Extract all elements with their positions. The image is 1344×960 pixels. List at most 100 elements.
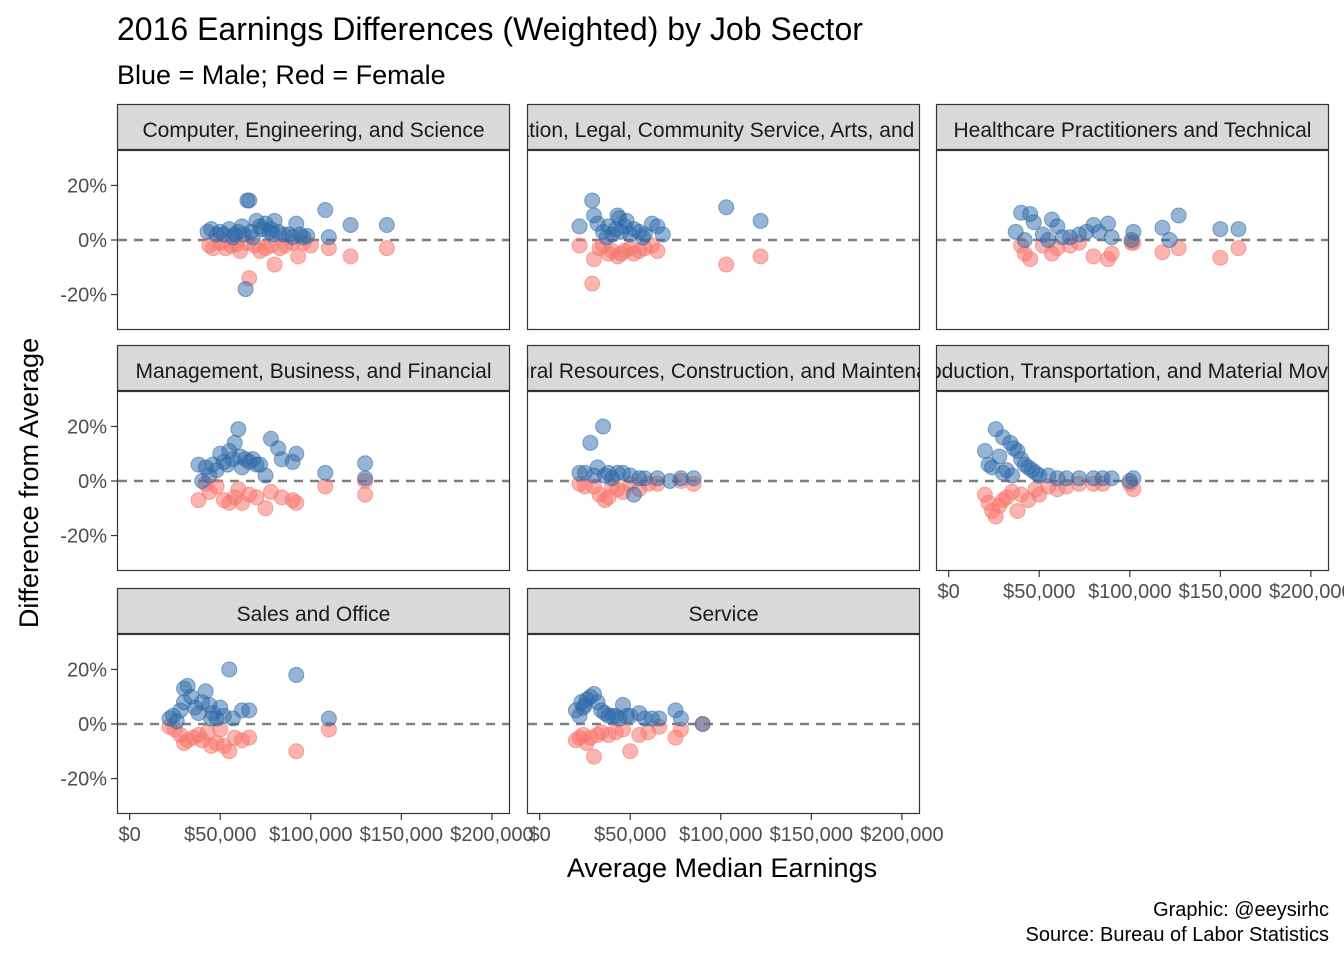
male-point [237, 281, 254, 298]
male-point [1125, 470, 1142, 487]
facet-panel: Natural Resources, Construction, and Mai… [526, 344, 921, 572]
facet-points [571, 192, 769, 292]
male-point [262, 221, 279, 238]
male-point [718, 199, 735, 216]
x-tick-label: $50,000 [594, 824, 666, 846]
x-tick-label: $200,000 [450, 824, 533, 846]
male-point [595, 418, 612, 435]
x-tick-label: $0 [119, 824, 141, 846]
female-point [248, 489, 265, 506]
male-point [1103, 470, 1120, 487]
male-point [625, 486, 642, 503]
male-point [1016, 232, 1033, 248]
female-point [1230, 240, 1247, 257]
female-point [288, 743, 305, 760]
male-point [672, 710, 689, 727]
facet-panel: Production, Transportation, and Material… [935, 344, 1344, 603]
female-point [190, 492, 207, 509]
chart-title: 2016 Earnings Differences (Weighted) by … [117, 11, 863, 47]
x-tick-label: $100,000 [1088, 581, 1171, 603]
female-point [378, 240, 395, 257]
facet-panel: Management, Business, and Financial -20% 0… [60, 344, 511, 572]
x-axis-title: Average Median Earnings [567, 853, 877, 883]
x-tick-label: $100,000 [679, 824, 762, 846]
y-axis-title: Difference from Average [14, 338, 44, 628]
male-point [1212, 221, 1229, 238]
male-point [1071, 470, 1088, 487]
male-point [320, 710, 337, 727]
female-point [1154, 244, 1171, 261]
caption-source: Source: Bureau of Labor Statistics [1026, 924, 1330, 946]
male-point [176, 680, 193, 697]
female-point [257, 500, 274, 517]
male-point [651, 710, 668, 727]
male-point [197, 683, 214, 700]
facet-strip-label: Computer, Engineering, and Science [142, 119, 484, 142]
female-point [752, 248, 769, 265]
facet-panel: Education, Legal, Community Service, Art… [526, 103, 921, 331]
x-tick-label: $0 [529, 824, 551, 846]
y-tick-label: -20% [60, 526, 107, 548]
caption-graphic: Graphic: @eeysirhc [1153, 899, 1329, 921]
female-point [288, 494, 305, 511]
female-point [241, 729, 258, 746]
x-tick-label: $0 [938, 581, 960, 603]
y-tick-label: -20% [60, 769, 107, 791]
female-point [1022, 251, 1039, 268]
male-point [203, 710, 220, 727]
male-point [317, 202, 334, 218]
male-point [342, 217, 359, 233]
facet-strip-label: Healthcare Practitioners and Technical [954, 119, 1312, 142]
facet-points [161, 661, 337, 760]
male-point [1154, 219, 1171, 236]
male-point [241, 192, 258, 209]
female-point [342, 248, 359, 265]
y-tick-label: 0% [78, 714, 107, 736]
facet-strip [526, 587, 921, 635]
x-tick-label: $200,000 [860, 824, 943, 846]
male-point [571, 218, 588, 235]
facet-points [199, 192, 395, 298]
male-point [378, 217, 395, 233]
facet-strip [526, 103, 921, 151]
male-point [221, 661, 238, 678]
female-point [1085, 248, 1102, 265]
female-point [718, 256, 735, 273]
male-point [1161, 232, 1178, 248]
facet-strip [935, 103, 1330, 151]
y-tick-label: 0% [78, 230, 107, 252]
male-point [241, 702, 258, 719]
facet-points [567, 686, 711, 765]
y-tick-label: 0% [78, 471, 107, 493]
male-point [584, 192, 601, 209]
facet-strip [526, 344, 921, 392]
male-point [357, 455, 374, 472]
x-tick-label: $50,000 [1003, 581, 1075, 603]
male-point [991, 448, 1008, 465]
y-tick-label: -20% [60, 285, 107, 307]
female-point [1009, 503, 1026, 519]
facet-panel: Computer, Engineering, and Science -20% 0%… [60, 103, 511, 331]
male-point [1125, 223, 1142, 240]
male-point [582, 434, 599, 451]
male-point [1100, 215, 1117, 232]
y-tick-label: 20% [67, 659, 107, 681]
facet-panel: Healthcare Practitioners and Technical [935, 103, 1330, 331]
female-point [1103, 245, 1120, 262]
male-point [752, 212, 769, 229]
male-point [226, 434, 243, 451]
facet-panel: Sales and Office -20% 0% 20% $0 $50,000 $100,0… [60, 587, 534, 846]
x-tick-label: $150,000 [360, 824, 443, 846]
male-point [1170, 207, 1187, 224]
x-tick-label: $100,000 [269, 824, 352, 846]
facet-strip [116, 587, 511, 635]
female-point [221, 743, 238, 760]
male-point [654, 226, 671, 243]
male-point [1103, 229, 1120, 246]
female-point [586, 748, 603, 765]
female-point [290, 248, 307, 265]
chart-subtitle: Blue = Male; Red = Female [117, 60, 446, 90]
male-point [1230, 221, 1247, 238]
female-point [584, 275, 601, 292]
